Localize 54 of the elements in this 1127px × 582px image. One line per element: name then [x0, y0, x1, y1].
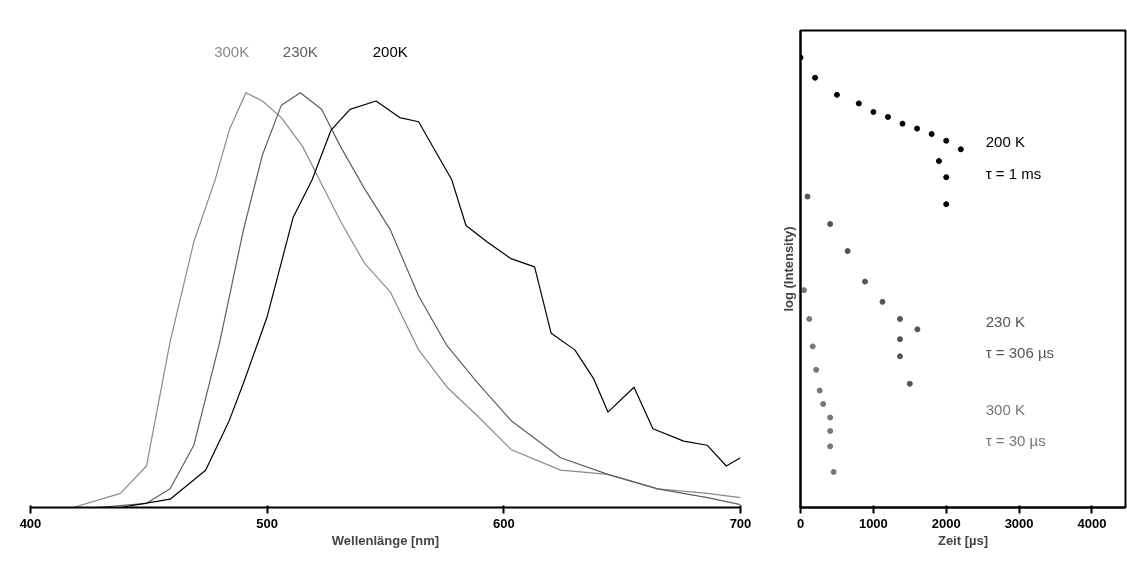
- x-tick-label: 3000: [1004, 515, 1034, 531]
- point: [943, 137, 950, 144]
- annotation: τ = 1 ms: [985, 164, 1042, 182]
- point: [804, 193, 811, 200]
- point: [906, 380, 913, 387]
- point: [896, 315, 903, 322]
- text: 230 K: [985, 312, 1025, 330]
- point: [801, 287, 807, 294]
- annotation: τ = 306 µs: [985, 344, 1055, 362]
- point: [957, 146, 964, 153]
- point: [833, 91, 840, 98]
- point: [827, 414, 834, 421]
- point: [896, 353, 903, 360]
- point: [809, 343, 816, 350]
- text: 300 K: [985, 400, 1025, 418]
- text: 230K: [282, 42, 318, 60]
- point: [830, 468, 837, 475]
- point: [827, 443, 834, 450]
- annotation: τ = 30 µs: [985, 432, 1046, 450]
- point: [896, 336, 903, 343]
- x-tick-label: 600: [492, 515, 515, 531]
- x-tick-label: 1000: [858, 515, 888, 531]
- text: 200K: [372, 42, 408, 60]
- point: [812, 74, 819, 81]
- y-axis-title: log (Intensity): [780, 226, 796, 312]
- point: [820, 401, 827, 407]
- series-label: 200 K: [985, 133, 1025, 151]
- point: [879, 298, 886, 305]
- point: [816, 387, 823, 394]
- x-tick-label: 0: [796, 515, 805, 531]
- x-axis-title: Zeit [µs]: [937, 532, 989, 548]
- point: [914, 326, 921, 333]
- point: [813, 366, 820, 373]
- point: [844, 248, 851, 254]
- point: [806, 315, 813, 322]
- point: [827, 428, 834, 434]
- x-tick-label: 400: [19, 515, 42, 531]
- point: [943, 174, 950, 181]
- point: [928, 131, 935, 137]
- x-tick-label: 700: [729, 515, 752, 531]
- point: [935, 158, 942, 164]
- point: [870, 108, 877, 115]
- point: [862, 278, 869, 285]
- point: [943, 201, 950, 208]
- point: [884, 113, 891, 120]
- point: [914, 125, 921, 132]
- x-axis-title: Wellenlänge [nm]: [331, 532, 440, 548]
- point: [899, 120, 906, 127]
- point: [855, 100, 862, 107]
- point: [827, 221, 834, 227]
- x-tick-label: 2000: [931, 515, 961, 531]
- x-tick-label: 500: [256, 515, 279, 531]
- x-tick-label: 4000: [1077, 515, 1107, 531]
- text: 300K: [214, 42, 250, 60]
